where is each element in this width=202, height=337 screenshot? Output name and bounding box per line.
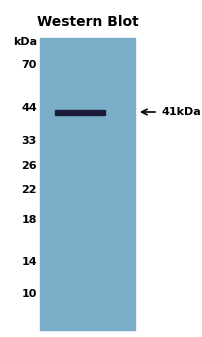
Text: 14: 14	[21, 257, 37, 267]
Bar	[55, 110, 104, 115]
Bar	[40, 38, 134, 330]
Text: 26: 26	[21, 161, 37, 171]
Text: 70: 70	[22, 60, 37, 70]
Text: 10: 10	[22, 289, 37, 299]
Text: Western Blot: Western Blot	[36, 15, 138, 29]
Text: 33: 33	[22, 136, 37, 146]
Text: 22: 22	[21, 185, 37, 195]
Text: 18: 18	[21, 215, 37, 225]
Text: 44: 44	[21, 103, 37, 113]
Text: 41kDa: 41kDa	[161, 107, 201, 117]
Text: kDa: kDa	[13, 37, 37, 47]
